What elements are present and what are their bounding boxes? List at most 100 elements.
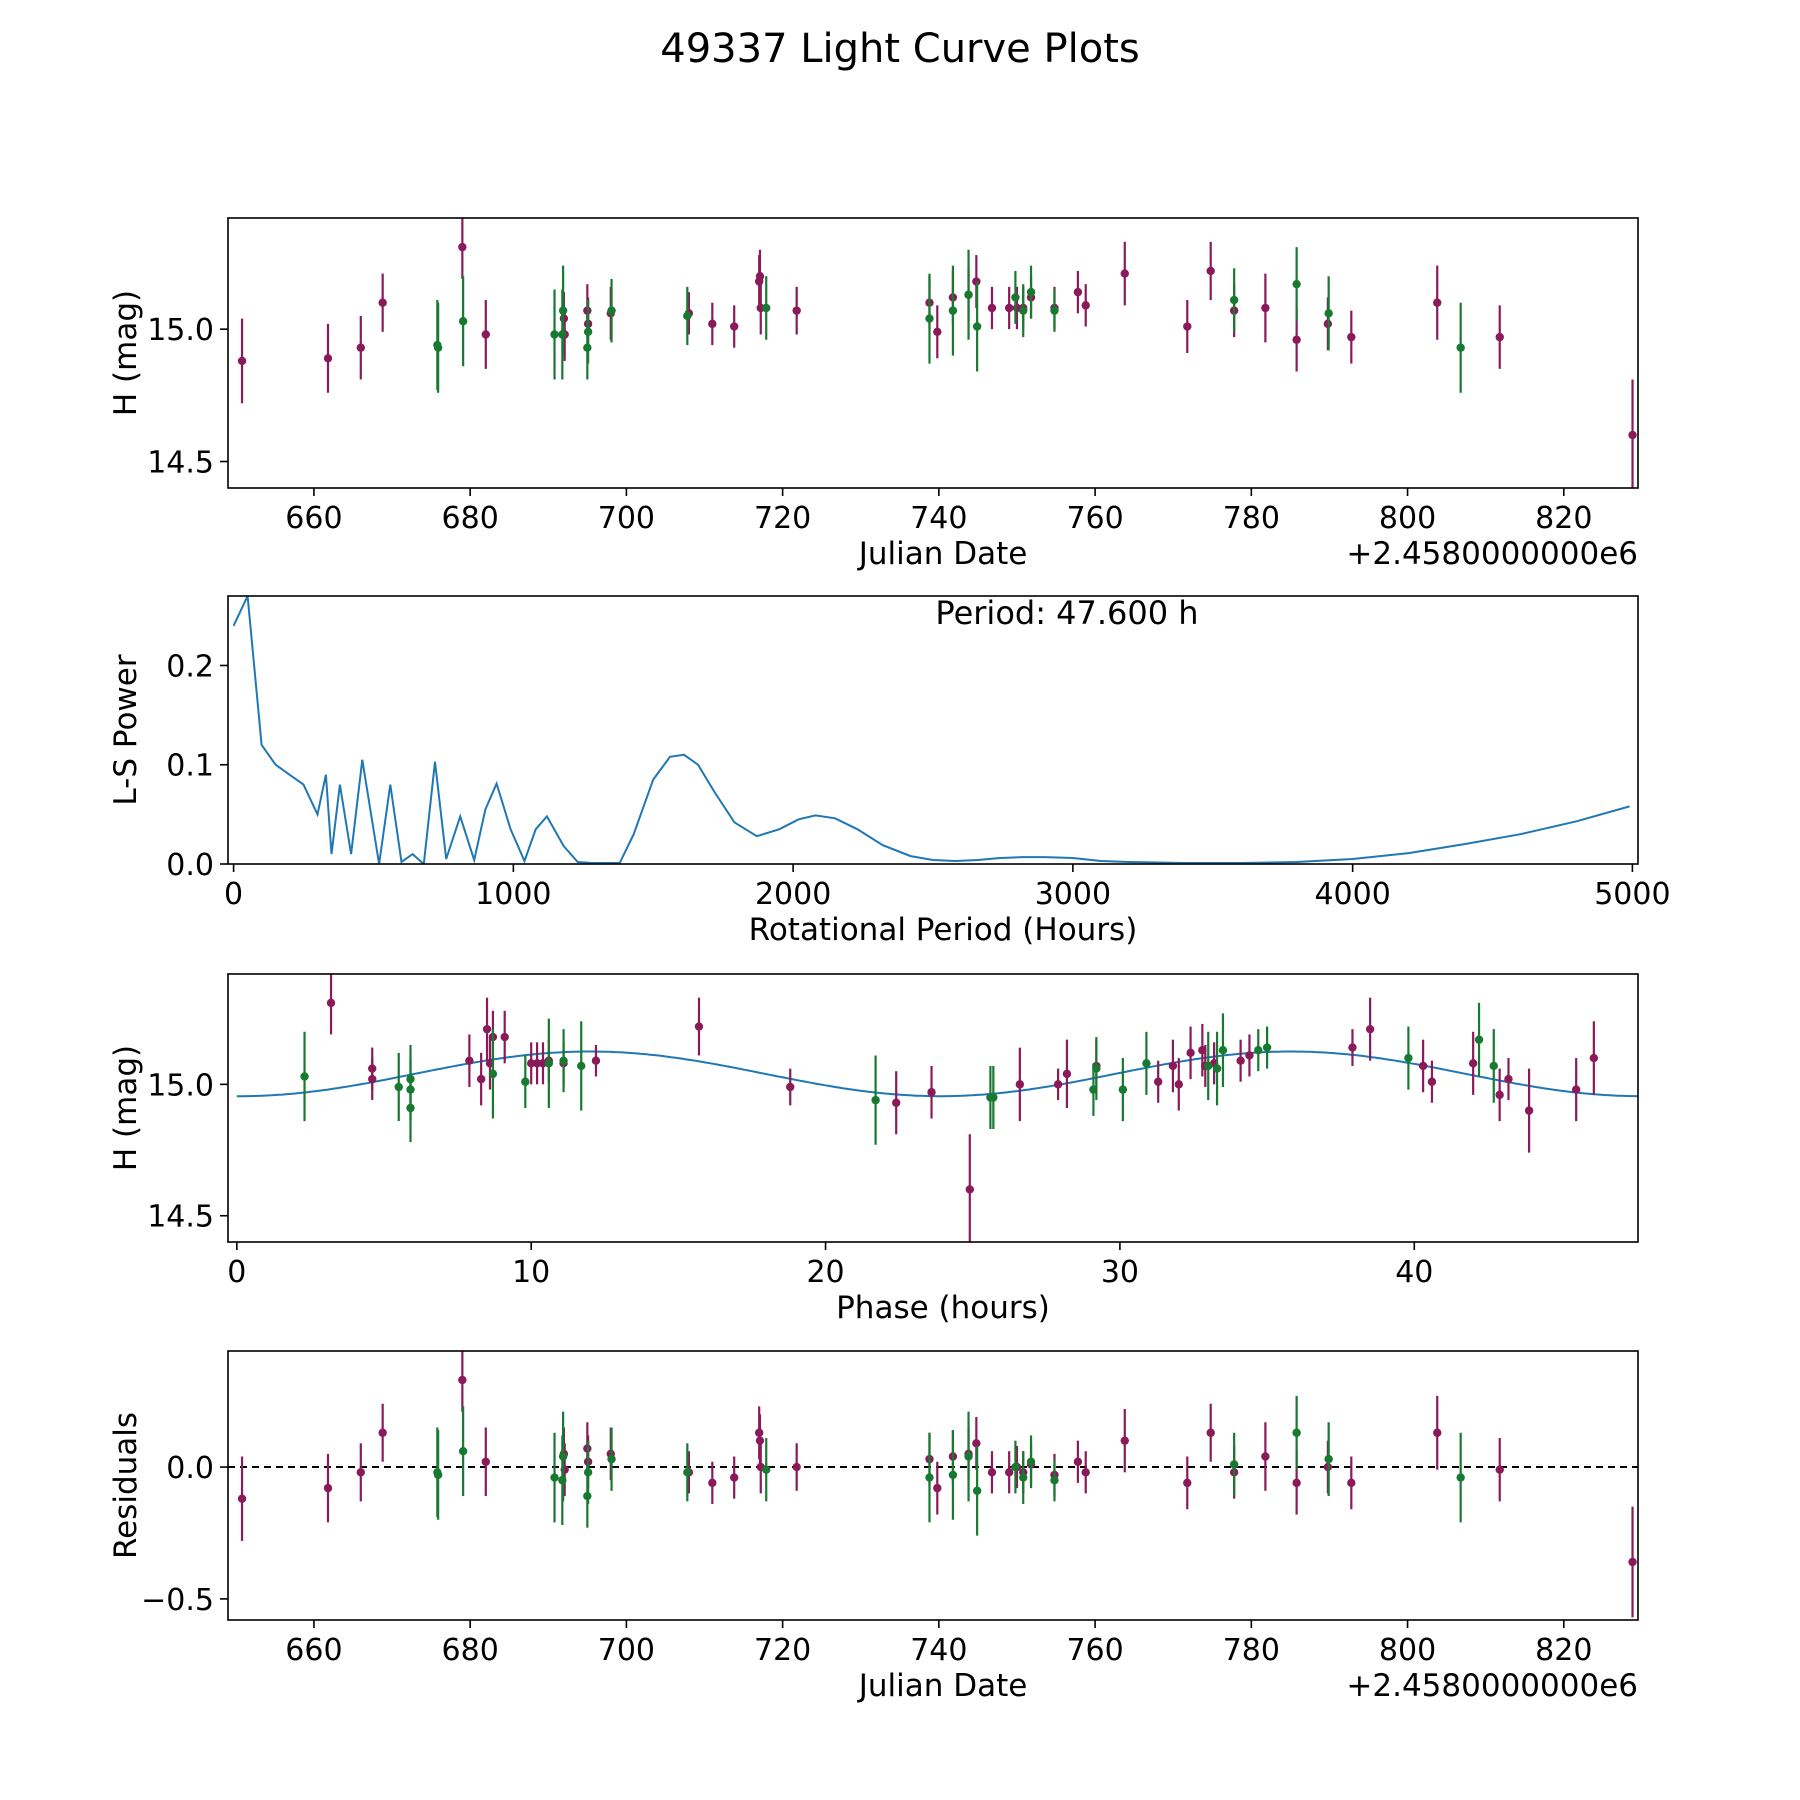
- lightcurve-green-point: [972, 322, 982, 331]
- lightcurve-frame: [227, 217, 1639, 489]
- residuals-green-point: [964, 1452, 973, 1461]
- phased-purple-point: [1427, 1077, 1437, 1086]
- lightcurve-xtick-label: 800: [1379, 501, 1436, 536]
- phased-purple-point: [465, 1056, 474, 1065]
- lightcurve-xtick-label: 720: [754, 501, 811, 536]
- phased-green-point: [300, 1072, 309, 1081]
- panel-lightcurve: 660 680 700 720 740 760 780 800 820 15.0 14.5 Julia…: [108, 217, 1639, 572]
- phased-purple-point: [500, 1032, 509, 1042]
- periodogram-ylabel: L-S Power: [108, 654, 144, 805]
- residuals-purple-point: [481, 1457, 490, 1466]
- phased-ytick-label: 15.0: [147, 1068, 214, 1103]
- residuals-purple-point: [1292, 1478, 1301, 1488]
- phased-green-point: [1404, 1053, 1413, 1063]
- lightcurve-green-point: [458, 317, 468, 326]
- phased-green-point: [1262, 1043, 1272, 1052]
- phased-purple-point: [326, 998, 336, 1008]
- phased-purple-point: [1062, 1069, 1072, 1079]
- residuals-purple-point: [1081, 1468, 1090, 1477]
- periodogram-xtick-label: 4000: [1314, 877, 1390, 912]
- phased-green-point: [1218, 1045, 1228, 1055]
- residuals-ytick-label: −0.5: [141, 1583, 214, 1618]
- residuals-xtick-label: 820: [1535, 1633, 1592, 1668]
- lightcurve-green-point: [964, 290, 973, 299]
- phased-purple-point: [1365, 1024, 1375, 1034]
- phased-green-point: [406, 1103, 415, 1113]
- residuals-purple-point: [987, 1468, 997, 1477]
- residuals-purple-point: [458, 1375, 467, 1385]
- lightcurve-purple-point: [1628, 430, 1637, 440]
- lightcurve-purple-point: [1292, 335, 1301, 344]
- residuals-purple-point: [792, 1462, 801, 1472]
- phased-plot-area: [236, 974, 1638, 1242]
- residuals-green-point: [762, 1465, 771, 1474]
- phased-green-point: [1142, 1059, 1151, 1068]
- residuals-ytick-label: 0.0: [166, 1451, 214, 1486]
- lightcurve-purple-point: [1347, 332, 1356, 342]
- phased-green-point: [559, 1056, 568, 1065]
- lightcurve-green-point: [948, 306, 958, 315]
- residuals-purple-point: [1495, 1465, 1504, 1474]
- periodogram-plot-area: [232, 596, 1630, 864]
- lightcurve-purple-point: [729, 322, 739, 331]
- periodogram-ytick-label: 0.2: [166, 649, 214, 684]
- residuals-frame: [227, 1350, 1639, 1621]
- residuals-green-point: [1456, 1473, 1465, 1482]
- lightcurve-purple-point: [1073, 287, 1083, 297]
- phased-frame: [227, 973, 1639, 1243]
- phased-green-point: [1254, 1045, 1263, 1055]
- residuals-xtick-label: 740: [910, 1633, 967, 1668]
- residuals-green-point: [972, 1486, 982, 1495]
- periodogram-xtick-label: 2000: [755, 877, 831, 912]
- residuals-purple-point: [1433, 1428, 1442, 1437]
- phased-purple-point: [965, 1185, 974, 1194]
- phased-purple-point: [482, 1024, 492, 1034]
- residuals-purple-point: [1004, 1468, 1014, 1477]
- panel-residuals: 660 680 700 720 740 760 780 800 820 0.0 −0.5 Julian…: [108, 1350, 1639, 1704]
- phased-purple-point: [1236, 1056, 1245, 1065]
- residuals-purple-point: [237, 1494, 247, 1503]
- lightcurve-purple-point: [1206, 266, 1215, 276]
- residuals-green-point: [583, 1468, 593, 1477]
- phased-purple-point: [1589, 1053, 1599, 1063]
- residuals-green-point: [683, 1468, 692, 1477]
- phased-xtick-label: 30: [1101, 1255, 1139, 1290]
- periodogram-frame: [227, 595, 1639, 865]
- phased-green-point: [871, 1095, 880, 1105]
- residuals-purple-point: [356, 1468, 365, 1477]
- phased-purple-point: [1153, 1077, 1163, 1086]
- phased-green-point: [394, 1082, 403, 1092]
- phased-xtick-label: 10: [512, 1255, 550, 1290]
- residuals-green-point: [1229, 1460, 1239, 1469]
- residuals-purple-point: [933, 1483, 942, 1493]
- residuals-green-point: [558, 1452, 568, 1461]
- lightcurve-xtick-label: 700: [598, 501, 655, 536]
- phased-green-point: [1474, 1035, 1484, 1044]
- lightcurve-green-point: [558, 306, 568, 315]
- residuals-green-point: [550, 1473, 559, 1482]
- phased-green-point: [488, 1069, 498, 1079]
- lightcurve-xtick-label: 780: [1223, 501, 1280, 536]
- residuals-ylabel: Residuals: [108, 1412, 144, 1559]
- lightcurve-green-point: [1292, 279, 1301, 289]
- lightcurve-xtick-label: 740: [910, 501, 967, 536]
- phased-purple-point: [927, 1088, 936, 1097]
- lightcurve-purple-point: [458, 242, 467, 252]
- residuals-purple-point: [323, 1483, 333, 1493]
- phased-purple-point: [1468, 1059, 1478, 1068]
- phased-purple-point: [1524, 1106, 1534, 1115]
- residuals-purple-point: [708, 1478, 717, 1488]
- residuals-xtick-label: 680: [442, 1633, 499, 1668]
- residuals-xtick-label: 660: [285, 1633, 342, 1668]
- residuals-green-point: [1292, 1428, 1301, 1437]
- residuals-purple-point: [1183, 1478, 1192, 1488]
- lightcurve-purple-point: [755, 272, 765, 281]
- lightcurve-xtick-label: 660: [285, 501, 342, 536]
- residuals-xtick-label: 700: [598, 1633, 655, 1668]
- residuals-purple-point: [1628, 1557, 1637, 1567]
- lightcurve-purple-point: [1261, 303, 1270, 313]
- phased-xtick-label: 0: [227, 1255, 246, 1290]
- residuals-green-point: [1026, 1457, 1036, 1466]
- residuals-xtick-label: 780: [1223, 1633, 1280, 1668]
- lightcurve-green-point: [1229, 295, 1239, 305]
